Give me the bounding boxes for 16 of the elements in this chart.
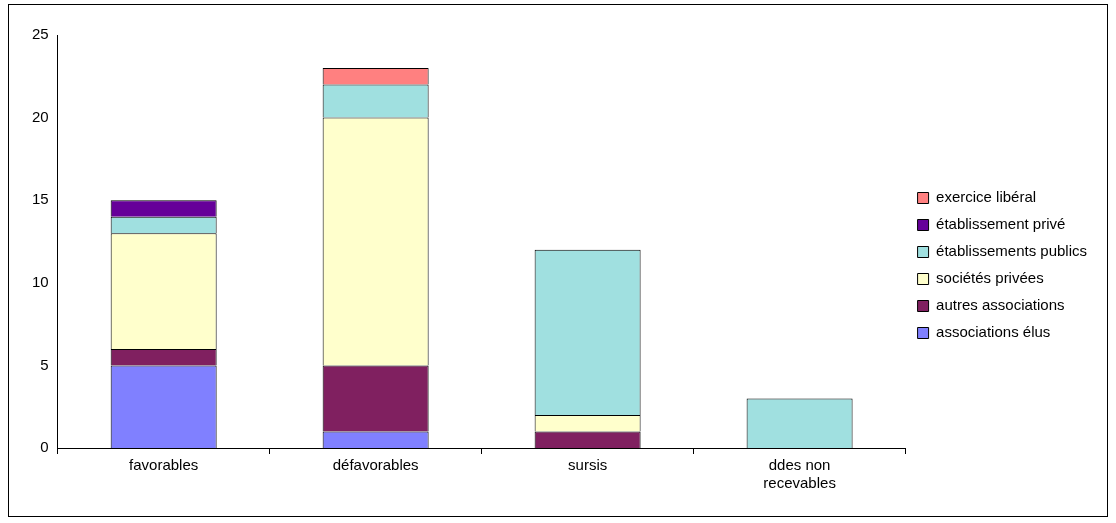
legend-label: exercice libéral	[936, 188, 1037, 206]
legend-label: établissements publics	[936, 242, 1088, 260]
y-tick-label: 15	[32, 190, 49, 208]
y-tick-label: 10	[32, 272, 49, 290]
x-tick-label: défavorables	[332, 456, 419, 474]
legend-label: établissement privé	[936, 215, 1066, 233]
x-tick-label: sursis	[568, 456, 608, 474]
legend-label: sociétés privées	[936, 269, 1044, 287]
y-tick-label: 25	[32, 25, 49, 43]
legend-label: associations élus	[936, 323, 1051, 341]
y-tick-label: 0	[40, 438, 49, 456]
x-tick-label: favorables	[129, 456, 199, 474]
y-tick-label: 5	[40, 355, 49, 373]
legend-label: autres associations	[936, 296, 1065, 314]
x-tick-label: ddes non recevables	[763, 456, 836, 492]
y-tick-label: 20	[32, 107, 49, 125]
